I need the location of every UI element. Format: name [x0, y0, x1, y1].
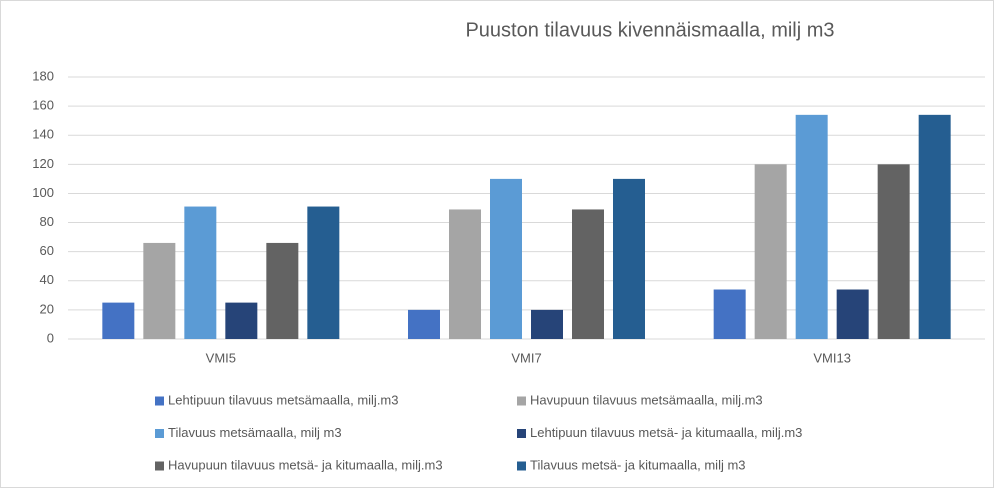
chart-title: Puuston tilavuus kivennäismaalla, milj m…: [465, 19, 834, 41]
legend-label: Lehtipuun tilavuus metsämaalla, milj.m3: [168, 392, 399, 407]
y-tick-label: 180: [32, 68, 54, 83]
legend-label: Havupuun tilavuus metsämaalla, milj.m3: [530, 392, 763, 407]
legend-swatch: [517, 396, 526, 406]
bar: [795, 114, 828, 339]
bar: [877, 164, 910, 339]
y-tick-label: 160: [32, 98, 54, 113]
legend-label: Lehtipuun tilavuus metsä- ja kitumaalla,…: [530, 425, 802, 440]
legend-label: Havupuun tilavuus metsä- ja kitumaalla, …: [168, 457, 443, 472]
legend-label: Tilavuus metsämaalla, milj m3: [168, 425, 342, 440]
legend-swatch: [155, 461, 164, 471]
x-tick-label: VMI13: [813, 350, 851, 365]
bar: [754, 164, 787, 339]
bar: [102, 302, 135, 339]
bar: [836, 289, 869, 339]
legend-swatch: [517, 429, 526, 438]
y-tick-label: 80: [40, 214, 54, 229]
bar: [266, 242, 299, 339]
bar: [490, 178, 522, 339]
bar: [531, 309, 563, 339]
bar: [449, 209, 481, 339]
y-tick-label: 140: [32, 127, 54, 142]
y-tick-label: 40: [40, 272, 54, 287]
bar: [184, 206, 217, 339]
bar: [408, 309, 440, 339]
legend-swatch: [517, 461, 526, 471]
y-tick-label: 0: [47, 330, 54, 345]
x-tick-label: VMI5: [206, 350, 236, 365]
bar: [613, 178, 645, 339]
y-tick-label: 100: [32, 185, 54, 200]
legend-swatch: [155, 429, 164, 438]
y-tick-label: 120: [32, 156, 54, 171]
bar: [918, 114, 951, 339]
bar: [225, 302, 258, 339]
legend-swatch: [155, 396, 164, 406]
bar: [713, 289, 746, 339]
legend-label: Tilavuus metsä- ja kitumaalla, milj m3: [530, 457, 746, 472]
bar: [307, 206, 340, 339]
y-tick-label: 20: [40, 301, 54, 316]
x-tick-label: VMI7: [511, 350, 541, 365]
bar: [143, 242, 176, 339]
y-tick-label: 60: [40, 243, 54, 258]
bar: [572, 209, 604, 339]
